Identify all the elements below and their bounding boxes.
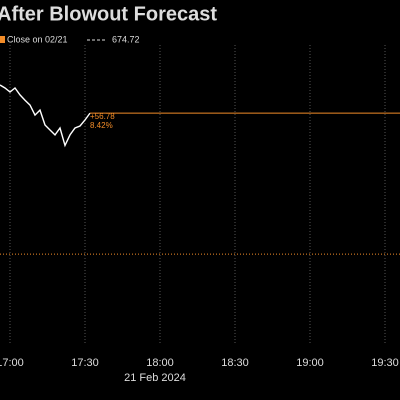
change-label: +56.78 [90,112,115,121]
price-line [0,84,91,148]
legend-value: 674.72 [112,34,140,44]
x-tick-label: 18:00 [146,357,174,369]
x-tick-label: 19:30 [371,357,399,369]
chart-title: After Blowout Forecast [0,3,217,25]
x-tick-label: 19:00 [296,357,324,369]
legend-label: Close on 02/21 [7,34,68,44]
change-label: 8.42% [90,121,113,130]
x-tick-label: 18:30 [221,357,249,369]
x-tick-label: 17:30 [71,357,99,369]
date-label: 21 Feb 2024 [124,372,186,384]
legend-swatch [0,36,5,43]
x-tick-label: 17:00 [0,357,24,369]
